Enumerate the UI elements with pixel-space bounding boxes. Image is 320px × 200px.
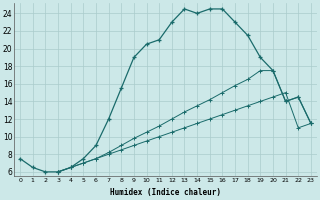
X-axis label: Humidex (Indice chaleur): Humidex (Indice chaleur) [110,188,221,197]
